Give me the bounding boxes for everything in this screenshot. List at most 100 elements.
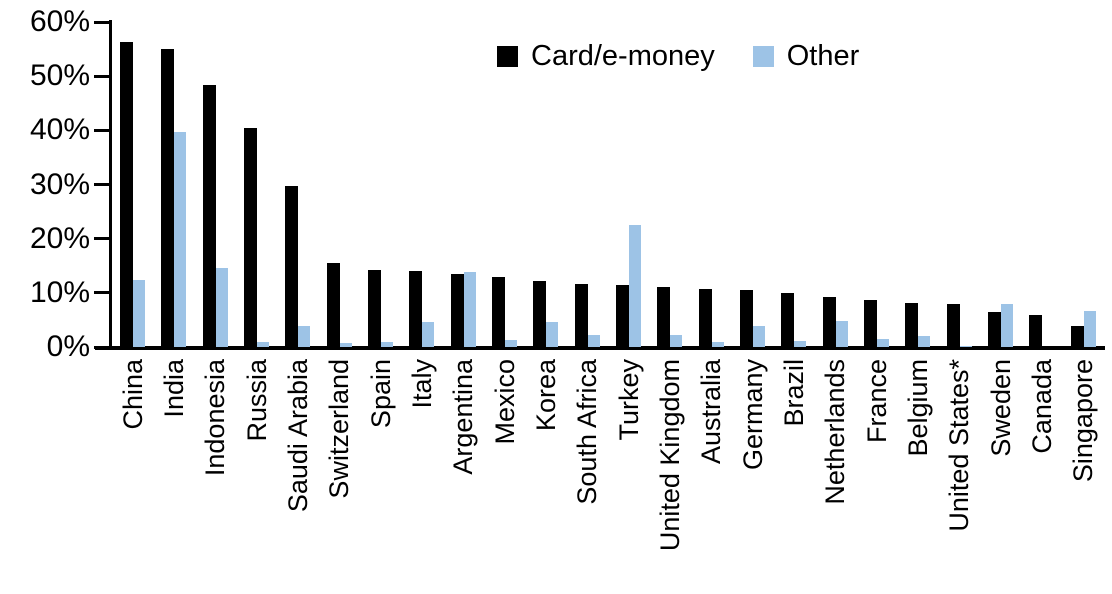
x-axis-label: South Africa bbox=[572, 359, 603, 505]
x-label-cell: Russia bbox=[236, 359, 277, 591]
x-axis-label: Korea bbox=[530, 359, 561, 432]
bar-group bbox=[319, 22, 360, 347]
x-axis-label: United Kingdom bbox=[654, 359, 685, 552]
y-tick-mark bbox=[94, 20, 111, 24]
x-axis-label: Netherlands bbox=[820, 359, 851, 505]
bar-card-emoney bbox=[244, 127, 258, 347]
x-axis-label: Sweden bbox=[985, 359, 1016, 457]
bar-group bbox=[649, 22, 690, 347]
legend-item-card-emoney: Card/e-money bbox=[497, 40, 715, 72]
bar-card-emoney bbox=[698, 288, 712, 347]
bar-other bbox=[835, 321, 848, 347]
x-axis-label: India bbox=[158, 359, 189, 418]
bar-card-emoney bbox=[450, 274, 464, 347]
bar-card-emoney bbox=[202, 85, 216, 347]
y-tick-label: 60% bbox=[29, 5, 90, 38]
bar-card-emoney bbox=[988, 311, 1002, 347]
bar-other bbox=[877, 338, 890, 347]
x-label-cell: Netherlands bbox=[815, 359, 856, 591]
x-axis-label: Italy bbox=[406, 359, 437, 409]
bar-other bbox=[670, 334, 683, 347]
bar-group bbox=[897, 22, 938, 347]
y-axis-line bbox=[109, 20, 112, 350]
x-axis-label: United States* bbox=[944, 359, 975, 532]
x-axis-label: Germany bbox=[737, 359, 768, 471]
bar-other bbox=[215, 268, 228, 347]
x-axis-label: Spain bbox=[365, 359, 396, 429]
bar-group bbox=[856, 22, 897, 347]
x-axis-label: China bbox=[117, 359, 148, 430]
bar-other bbox=[629, 225, 642, 347]
bar-other bbox=[794, 340, 807, 347]
bar-group bbox=[195, 22, 236, 347]
bar-card-emoney bbox=[409, 270, 423, 347]
x-label-cell: Saudi Arabia bbox=[277, 359, 318, 591]
x-axis-label: Brazil bbox=[778, 359, 809, 427]
x-label-cell: United Kingdom bbox=[649, 359, 690, 591]
bar-group bbox=[815, 22, 856, 347]
bar-other bbox=[339, 342, 352, 347]
y-tick-label: 40% bbox=[29, 113, 90, 147]
bar-card-emoney bbox=[905, 302, 919, 347]
card-emoney-swatch bbox=[497, 45, 518, 67]
y-tick-mark bbox=[94, 237, 111, 241]
y-tick-mark bbox=[94, 183, 111, 186]
bar-group bbox=[939, 22, 980, 347]
x-axis-label: Mexico bbox=[489, 359, 520, 445]
y-tick-label: 0% bbox=[46, 330, 90, 363]
bar-other bbox=[298, 325, 311, 347]
bar-group bbox=[732, 22, 773, 347]
x-label-cell: Spain bbox=[360, 359, 401, 591]
bar-group bbox=[401, 22, 442, 347]
x-label-cell: Canada bbox=[1021, 359, 1062, 591]
bar-group bbox=[153, 22, 194, 347]
bar-card-emoney bbox=[781, 292, 795, 347]
bar-card-emoney bbox=[946, 304, 960, 347]
x-axis-label: Australia bbox=[696, 359, 727, 465]
bar-other bbox=[546, 322, 559, 347]
x-axis-label: Belgium bbox=[902, 359, 933, 457]
legend-label-other: Other bbox=[786, 40, 860, 72]
x-label-cell: Germany bbox=[732, 359, 773, 591]
x-axis-label: Indonesia bbox=[200, 359, 231, 477]
y-tick-mark bbox=[94, 128, 111, 132]
x-label-cell: Indonesia bbox=[195, 359, 236, 591]
x-axis-label: Canada bbox=[1026, 359, 1057, 454]
bar-card-emoney bbox=[285, 185, 299, 347]
x-labels: China India Indonesia Russia Saudi Arabia Swi… bbox=[112, 359, 1104, 591]
bar-other bbox=[959, 345, 972, 347]
x-label-cell: Switzerland bbox=[319, 359, 360, 591]
bar-other bbox=[918, 335, 931, 347]
bar-group bbox=[691, 22, 732, 347]
x-label-cell: Turkey bbox=[608, 359, 649, 591]
bar-other bbox=[1001, 303, 1014, 347]
bar-card-emoney bbox=[1029, 315, 1043, 347]
x-label-cell: Singapore bbox=[1063, 359, 1104, 591]
x-label-cell: Italy bbox=[401, 359, 442, 591]
bar-group bbox=[1063, 22, 1104, 347]
x-axis-label: Turkey bbox=[613, 359, 644, 441]
x-axis-label: Saudi Arabia bbox=[282, 359, 313, 513]
bar-other bbox=[422, 322, 435, 347]
y-tick-label: 50% bbox=[29, 59, 90, 93]
bar-group bbox=[443, 22, 484, 347]
x-label-cell: Australia bbox=[691, 359, 732, 591]
bar-group bbox=[608, 22, 649, 347]
bar-card-emoney bbox=[120, 42, 134, 347]
bar-card-emoney bbox=[616, 284, 630, 347]
x-label-cell: South Africa bbox=[567, 359, 608, 591]
bar-other bbox=[753, 325, 766, 347]
y-tick-label: 10% bbox=[29, 275, 90, 309]
y-tick-label: 30% bbox=[29, 167, 90, 201]
x-label-cell: Mexico bbox=[484, 359, 525, 591]
bar-card-emoney bbox=[822, 297, 836, 347]
bar-other bbox=[133, 280, 146, 347]
bar-other bbox=[1083, 311, 1096, 347]
x-label-cell: Korea bbox=[525, 359, 566, 591]
bar-group bbox=[567, 22, 608, 347]
bar-group bbox=[773, 22, 814, 347]
bar-card-emoney bbox=[1070, 325, 1084, 347]
x-label-cell: India bbox=[153, 359, 194, 591]
bar-other bbox=[505, 339, 518, 347]
